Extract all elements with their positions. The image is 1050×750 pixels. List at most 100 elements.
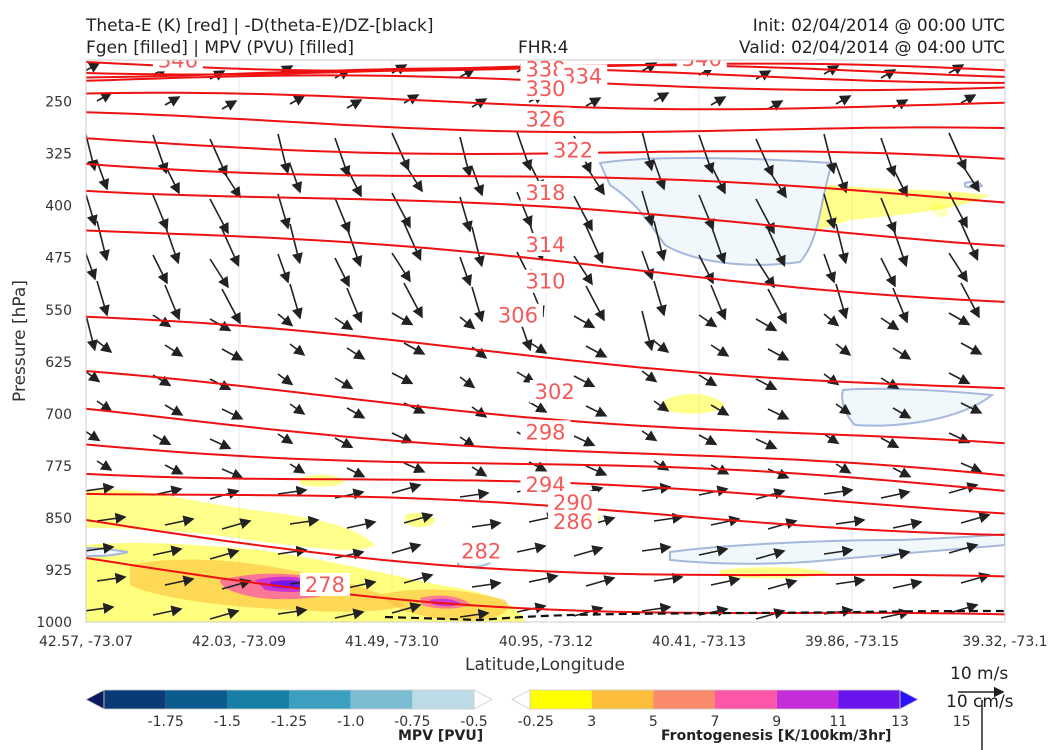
theta-e-contour: [86, 137, 1005, 160]
colorbar-segment: [653, 690, 715, 709]
wind-vector: [710, 164, 726, 195]
wind-vector: [152, 434, 172, 446]
wind-vector: [334, 608, 365, 620]
wind-vector: [516, 542, 547, 554]
wind-vector: [880, 317, 900, 331]
colorbar-tick-label: 9: [772, 714, 781, 730]
wind-vector: [459, 436, 476, 448]
wind-vector: [585, 575, 616, 587]
wind-vector: [960, 222, 979, 261]
wind-vector: [391, 192, 411, 229]
y-tick-label: 625: [45, 355, 72, 371]
wind-vector: [767, 408, 790, 420]
wind-vector: [1018, 99, 1032, 107]
wind-vector: [767, 100, 784, 111]
wind-vector: [835, 95, 852, 106]
wind-vector: [1006, 137, 1016, 176]
y-tick-label: 250: [45, 95, 72, 111]
colorbar-segment: [511, 689, 531, 710]
wind-vector: [892, 407, 912, 419]
wind-vector: [277, 193, 291, 230]
colorbar-tick-label: 11: [829, 714, 847, 730]
wind-vector: [880, 488, 911, 500]
wind-vector: [346, 347, 366, 360]
wind-vector: [641, 310, 655, 352]
wind-vector: [653, 400, 670, 412]
wind-vector: [698, 434, 718, 446]
theta-e-labels: 346 3383343303263223183143103063022982942…: [152, 60, 727, 597]
theta-e-contour: [86, 370, 1005, 445]
wind-vector: [289, 223, 303, 265]
wind-vector: [960, 162, 980, 193]
wind-vector: [164, 575, 195, 587]
wind-vector: [573, 435, 596, 447]
wind-vector: [710, 284, 727, 321]
wind-vector: [96, 340, 113, 353]
theta-e-label: 278: [305, 573, 345, 597]
wind-vector: [823, 133, 837, 175]
x-tick-label: 41.49, -73.10: [345, 634, 439, 650]
wind-vector: [471, 286, 485, 323]
wind-vector: [892, 287, 909, 324]
wind-vector: [653, 572, 684, 584]
wind-vector: [892, 347, 912, 360]
colorbar-segment: [85, 689, 105, 710]
wind-vector: [1006, 317, 1020, 328]
wind-vector: [459, 488, 490, 500]
wind-vector: [641, 430, 658, 442]
wind-vector: [334, 317, 354, 331]
wind-vector: [710, 575, 741, 587]
wind-vector: [585, 465, 608, 477]
wind-vector: [1018, 583, 1046, 587]
wind-vector: [471, 226, 485, 268]
wind-vector: [459, 256, 473, 287]
wind-vector: [767, 228, 786, 267]
y-tick-label: 1000: [36, 615, 72, 631]
wind-vector: [96, 92, 113, 103]
wind-vector: [573, 605, 604, 617]
wind-vector: [209, 438, 232, 450]
wind-vector: [277, 133, 291, 175]
theta-e-contour: [86, 111, 1005, 134]
wind-vector: [1018, 523, 1046, 527]
wind-vector: [710, 96, 727, 107]
wind-vector: [653, 512, 684, 524]
wind-vector: [403, 282, 423, 319]
wind-vector: [152, 194, 169, 231]
wind-vector: [948, 602, 979, 614]
wind-vector: [653, 460, 670, 471]
wind-vector: [346, 407, 366, 419]
wind-vector: [755, 70, 772, 81]
x-tick-label: 39.32, -73.1: [962, 634, 1047, 650]
wind-vector: [1006, 377, 1020, 387]
wind-vector: [164, 515, 195, 527]
colorbar-segment: [473, 689, 493, 710]
wind-vector: [1006, 613, 1034, 617]
wind-vector: [880, 548, 911, 560]
colorbar-segment: [165, 690, 228, 709]
mpv-colorbar-label: MPV [PVU]: [398, 728, 484, 744]
x-axis: 42.57, -73.07 42.03, -73.09 41.49, -73.10 4…: [39, 634, 1048, 650]
wind-vector: [710, 344, 730, 357]
wind-vector: [835, 403, 852, 415]
colorbar-segment: [591, 690, 654, 709]
wind-vector: [346, 287, 363, 324]
wind-vector: [86, 191, 98, 227]
theta-e-label: 306: [498, 304, 538, 328]
wind-vector: [334, 257, 350, 288]
wind-vector: [164, 96, 181, 107]
wind-vector: [573, 315, 596, 329]
wind-vector: [823, 545, 854, 557]
wind-vector: [164, 224, 181, 265]
wind-vector: [698, 545, 729, 557]
wind-vector: [403, 512, 434, 524]
wind-vector: [86, 482, 115, 494]
wind-vector: [86, 251, 98, 281]
wind-vector: [823, 433, 840, 445]
wind-vector: [1018, 467, 1032, 476]
wind-vector: [289, 403, 306, 415]
wind-vector: [86, 542, 115, 554]
wind-vector: [403, 572, 434, 584]
colorbar-segment: [227, 690, 289, 709]
